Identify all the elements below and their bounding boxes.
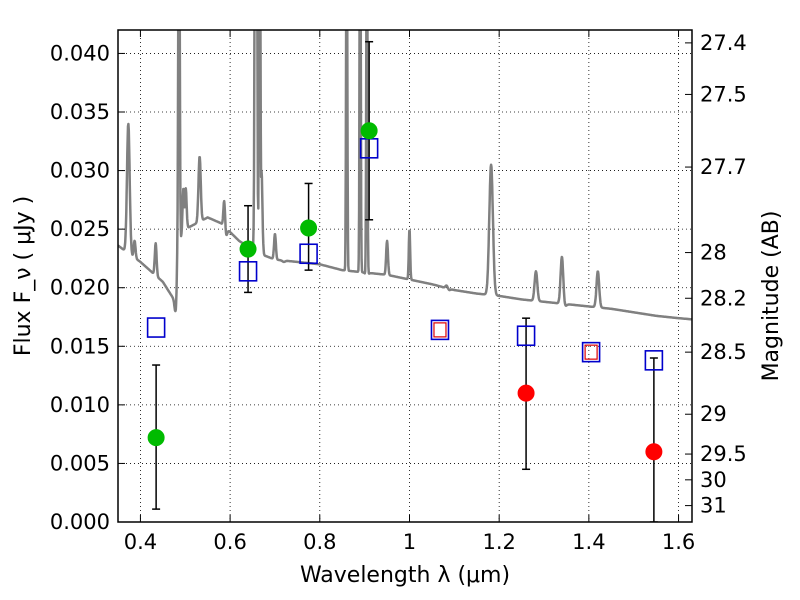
x-tick-label: 1.6: [662, 530, 695, 554]
x-tick-label: 0.6: [213, 530, 246, 554]
y-axis-label: Flux F_ν ( μJy ): [11, 196, 36, 356]
y2-tick-label: 27.7: [700, 155, 747, 179]
model-photometry-square: [644, 350, 664, 371]
y2-tick-label: 28.2: [700, 286, 747, 310]
y2-tick-label: 28.5: [700, 340, 747, 364]
observed-flux-point: [645, 443, 663, 461]
model-photometry-square: [430, 319, 450, 341]
observed-flux-point: [517, 384, 535, 402]
y-tick-label: 0.040: [50, 41, 110, 65]
y-tick-label: 0.000: [50, 510, 110, 534]
observed-flux-point: [360, 122, 378, 140]
y-tick-label: 0.015: [50, 334, 110, 358]
y2-tick-label: 27.5: [700, 82, 747, 106]
x-tick-label: 0.4: [124, 530, 157, 554]
observed-flux-point: [147, 429, 165, 447]
data-points: [146, 40, 664, 522]
model-photometry-square: [516, 325, 536, 347]
y-tick-label: 0.025: [50, 217, 110, 241]
model-photometry-inner-square: [584, 344, 598, 360]
y2-axis-label: Magnitude (AB): [759, 211, 784, 382]
y2-tick-label: 28: [700, 241, 727, 265]
y2-tick-label: 29.5: [700, 442, 747, 466]
y2-tick-label: 31: [700, 494, 727, 518]
model-photometry-inner-square: [433, 322, 447, 338]
y2-tick-label: 27.4: [700, 31, 747, 55]
plot-frame: [117, 29, 693, 523]
x-tick-label: 1.4: [572, 530, 605, 554]
x-tick-label: 1: [403, 530, 416, 554]
model-photometry-square: [238, 261, 258, 282]
model-photometry-square: [146, 317, 166, 338]
x-tick-label: 1.2: [482, 530, 515, 554]
grid-lines: [118, 30, 692, 523]
x-axis-label: Wavelength λ (μm): [300, 563, 510, 588]
y2-tick-label: 30: [700, 468, 727, 492]
axis-ticks: 0.4 0.6 0.8 1 1.2 1.4 1.6 0.000 0.005 0.010 0.015 0…: [50, 30, 747, 554]
spectrum-line: [118, 30, 692, 321]
y-tick-label: 0.010: [50, 393, 110, 417]
y-tick-label: 0.035: [50, 100, 110, 124]
y-tick-label: 0.030: [50, 159, 110, 183]
y-tick-label: 0.020: [50, 276, 110, 300]
model-photometry-square: [581, 341, 601, 363]
model-photometry-square: [299, 243, 318, 265]
model-spectrum: [118, 30, 692, 321]
observed-flux-point: [300, 219, 318, 237]
y2-tick-label: 29: [700, 402, 727, 426]
y-tick-label: 0.005: [50, 451, 110, 475]
observed-flux-point: [239, 240, 257, 258]
x-tick-label: 0.8: [303, 530, 336, 554]
